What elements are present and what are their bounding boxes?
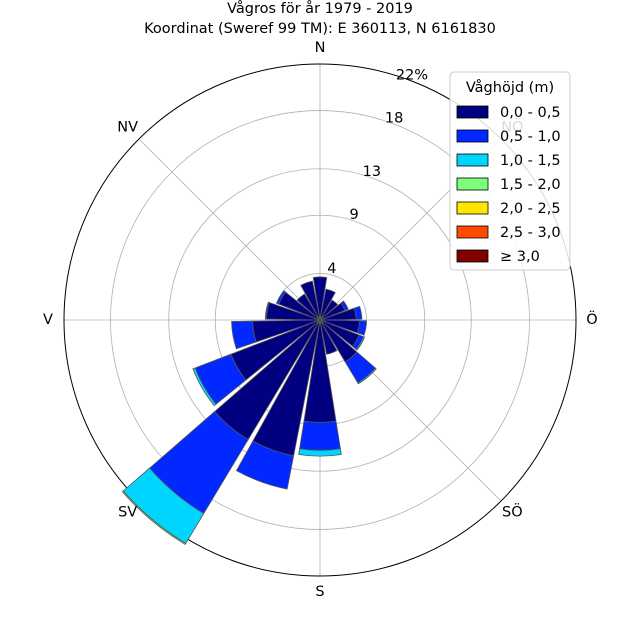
rose-bar-dir-340-bin-0 xyxy=(300,280,321,321)
direction-label: S xyxy=(315,584,324,600)
legend-label: 2,5 - 3,0 xyxy=(500,225,561,241)
legend: Våghöjd (m) 0,0 - 0,5 0,5 - 1,0 1,0 - 1,5 1,… xyxy=(449,71,571,271)
rose-bar-dir-180-bin-1 xyxy=(299,420,341,451)
direction-label: NV xyxy=(117,120,138,136)
rose-bar-dir-220-bin-3 xyxy=(121,490,187,545)
legend-label: 1,5 - 2,0 xyxy=(500,177,561,193)
rose-bar-dir-200-bin-1 xyxy=(235,440,295,490)
radial-tick-label: 18 xyxy=(385,110,403,126)
radial-tick-label: 13 xyxy=(363,164,381,180)
legend-swatch xyxy=(456,129,489,143)
rose-bar-dir-120-bin-2 xyxy=(355,336,366,351)
rose-bar-dir-40-bin-0 xyxy=(319,299,339,321)
rose-bar-dir-100-bin-1 xyxy=(356,320,367,336)
radial-tick-label: 4 xyxy=(327,261,336,277)
outer-circle xyxy=(63,63,577,577)
rose-bar-dir-20-bin-0 xyxy=(319,288,336,321)
radial-tick-label: 9 xyxy=(349,207,358,223)
legend-swatch xyxy=(456,177,489,191)
rose-bar-dir-60-bin-1 xyxy=(340,300,349,311)
direction-label: N xyxy=(315,40,326,56)
rose-bar-dir-320-bin-0 xyxy=(296,293,321,321)
legend-swatch xyxy=(456,225,489,239)
direction-label: V xyxy=(43,312,53,328)
chart-title: Vågros för år 1979 - 2019 xyxy=(227,0,413,17)
legend-swatch xyxy=(456,153,489,167)
direction-label: SÖ xyxy=(502,502,523,520)
radial-tick-label: 22% xyxy=(396,67,428,83)
rose-bar-dir-240-bin-2 xyxy=(192,367,217,407)
legend-label: 0,0 - 0,5 xyxy=(500,105,561,121)
legend-swatch xyxy=(456,249,489,263)
rose-bar-dir-180-bin-2 xyxy=(298,448,342,457)
rose-bar-dir-300-bin-1 xyxy=(276,290,287,305)
direction-label: SV xyxy=(118,504,137,520)
legend-label: 1,0 - 1,5 xyxy=(500,153,561,169)
rose-bar-dir-80-bin-1 xyxy=(353,305,363,320)
rose-bar-dir-280-bin-1 xyxy=(264,301,270,320)
rose-bar-dir-260-bin-1 xyxy=(231,320,257,350)
chart-subtitle: Koordinat (Sweref 99 TM): E 360113, N 61… xyxy=(144,21,496,37)
legend-swatch xyxy=(456,201,489,215)
rose-bar-dir-140-bin-2 xyxy=(357,367,377,385)
legend-swatch xyxy=(456,105,489,119)
legend-title: Våghöjd (m) xyxy=(466,79,554,96)
grid-spoke xyxy=(138,138,321,321)
legend-box xyxy=(449,71,571,271)
direction-label: Ö xyxy=(586,310,597,328)
rose-bar-dir-0-bin-0 xyxy=(312,276,328,321)
legend-label: ≥ 3,0 xyxy=(500,249,540,265)
rose-bars xyxy=(121,276,377,545)
rose-bar-dir-160-bin-0 xyxy=(319,319,338,355)
legend-label: 2,0 - 2,5 xyxy=(500,201,561,217)
legend-label: 0,5 - 1,0 xyxy=(500,129,561,145)
